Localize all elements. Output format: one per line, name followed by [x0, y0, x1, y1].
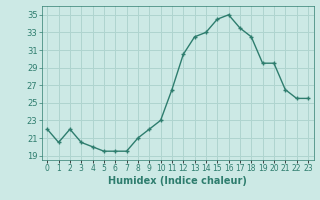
X-axis label: Humidex (Indice chaleur): Humidex (Indice chaleur)	[108, 176, 247, 186]
